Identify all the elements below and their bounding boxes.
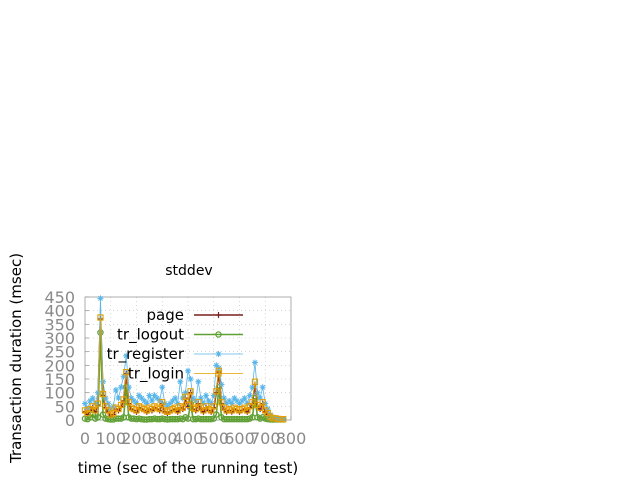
series-point-tr_register (166, 400, 173, 407)
series-point-tr_register (241, 395, 248, 402)
y-tick-label: 150 (44, 370, 75, 389)
series-point-tr_register (97, 295, 104, 302)
y-tick-label: 350 (44, 315, 75, 334)
x-tick-label: 500 (198, 429, 229, 448)
legend-label: page (147, 306, 184, 324)
series-point-tr_login (259, 399, 266, 406)
legend-entry-tr_register: tr_register (107, 345, 243, 364)
x-tick-label: 200 (121, 429, 152, 448)
x-tick-label: 300 (147, 429, 178, 448)
series-layer (81, 295, 287, 423)
grid (85, 297, 291, 420)
series-point-tr_login (280, 416, 287, 423)
y-tick-label: 50 (55, 397, 75, 416)
tick-labels: 0 100200300400500600700800050100150200250… (44, 288, 306, 448)
series-point-tr_register (169, 397, 176, 404)
x-tick-label: 800 (276, 429, 307, 448)
series-point-tr_login (213, 388, 220, 395)
x-tick-label: 600 (224, 429, 255, 448)
series-point-tr_register (115, 395, 122, 402)
legend-label: tr_register (107, 345, 185, 364)
series-point-tr_register (251, 359, 258, 366)
x-axis-title: time (sec of the running test) (78, 459, 299, 477)
series-point-tr_login (123, 369, 130, 376)
series-point-tr_register (148, 397, 155, 404)
series-point-tr_login (182, 393, 189, 400)
x-tick-label: 100 (95, 429, 126, 448)
series-point-tr_register (123, 352, 130, 359)
legend-entry-page: page (147, 306, 243, 324)
y-tick-label: 0 (65, 411, 75, 430)
legend-entry-tr_login: tr_login (128, 365, 243, 384)
series-point-tr_register (172, 395, 179, 402)
series-point-tr_register (205, 397, 212, 404)
y-tick-label: 100 (44, 384, 75, 403)
y-tick-label: 300 (44, 329, 75, 348)
series-point-tr_login (97, 314, 104, 321)
series-point-tr_logout (94, 414, 102, 421)
legend-swatch-marker (215, 312, 222, 318)
series-point-tr_login (99, 390, 107, 398)
series-point-tr_register (141, 397, 148, 404)
legend-entry-tr_logout: tr_logout (117, 326, 243, 345)
series-point-tr_login (92, 407, 99, 414)
series-point-tr_login (94, 400, 102, 407)
y-tick-label: 200 (44, 356, 75, 375)
series-point-tr_register (218, 381, 225, 388)
y-axis-title: Transaction duration (msec) (7, 253, 25, 464)
series-point-tr_register (100, 378, 107, 385)
series-point-tr_register (233, 397, 240, 404)
chart-title: stddev (165, 263, 212, 279)
x-tick-label: 0 (80, 429, 90, 448)
series-point-tr_register (187, 376, 194, 382)
series-point-tr_register (203, 392, 210, 399)
series-point-tr_register (195, 378, 202, 385)
legend-label: tr_logout (117, 326, 184, 345)
legend-swatch-marker (215, 331, 222, 338)
series-point-tr_register (112, 386, 119, 393)
series-point-tr_register (159, 384, 166, 391)
series-point-tr_register (118, 384, 125, 391)
x-tick-label: 700 (250, 429, 281, 448)
legend-label: tr_login (128, 365, 184, 384)
legend-swatch-marker (215, 351, 222, 357)
series-point-tr_login (159, 399, 166, 406)
series-point-tr_register (177, 378, 184, 385)
y-tick-label: 400 (44, 302, 75, 321)
series-point-tr_register (146, 392, 153, 399)
y-tick-label: 450 (44, 288, 75, 307)
y-tick-label: 250 (44, 343, 75, 362)
series-point-tr_login (187, 388, 194, 395)
series-point-tr_register (246, 392, 253, 399)
x-tick-label: 400 (173, 429, 204, 448)
series-point-tr_login (210, 403, 217, 410)
series-point-tr_login (251, 378, 259, 385)
series-point-tr_register (82, 400, 88, 407)
legend-swatch-marker (215, 370, 222, 377)
series-point-tr_register (259, 384, 266, 391)
series-point-tr_logout (207, 415, 215, 423)
series-point-tr_register (89, 395, 96, 402)
series-point-tr_register (185, 367, 191, 374)
series-point-tr_logout (213, 411, 220, 418)
series-tr_login (81, 314, 287, 423)
